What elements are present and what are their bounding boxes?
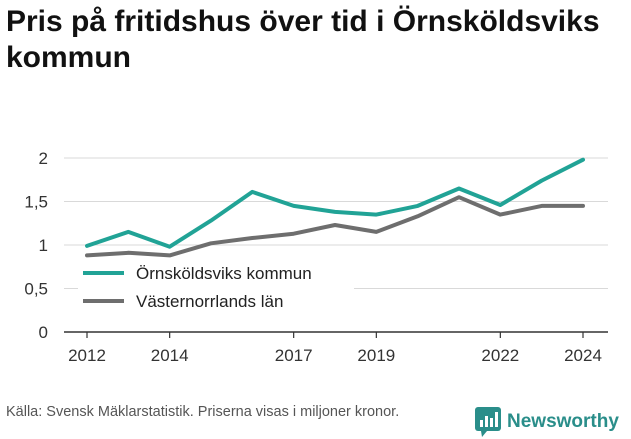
x-tick-label: 2014 <box>151 346 189 365</box>
series-lines <box>85 157 585 258</box>
legend: Örnsköldsviks kommun Västernorrlands län <box>78 259 354 317</box>
brand-name: Newsworthy <box>507 411 619 432</box>
y-tick-label: 0 <box>39 323 48 342</box>
series-line-1 <box>85 157 585 249</box>
legend-label-series-1: Örnsköldsviks kommun <box>136 264 312 283</box>
x-tick-label: 2012 <box>68 346 106 365</box>
newsworthy-logo-icon <box>475 407 501 437</box>
y-tick-label: 1,5 <box>24 193 48 212</box>
y-axis: 0 0,5 1 1,5 2 <box>24 149 48 342</box>
legend-label-series-2: Västernorrlands län <box>136 292 283 311</box>
y-tick-label: 0,5 <box>24 280 48 299</box>
source-note: Källa: Svensk Mäklarstatistik. Priserna … <box>6 404 400 420</box>
legend-background <box>78 259 354 317</box>
newsworthy-logo[interactable]: Newsworthy <box>475 406 619 438</box>
y-tick-label: 2 <box>39 149 48 168</box>
x-axis: 2012 2014 2017 2019 2022 2024 <box>64 331 608 365</box>
y-tick-label: 1 <box>39 236 48 255</box>
x-tick-label: 2017 <box>275 346 313 365</box>
x-tick-label: 2022 <box>481 346 519 365</box>
x-tick-label: 2024 <box>564 346 602 365</box>
series-line-2 <box>85 195 585 258</box>
x-tick-label: 2019 <box>357 346 395 365</box>
chart-title: Pris på fritidshus över tid i Örnsköldsv… <box>6 5 600 74</box>
line-chart: 0 0,5 1 1,5 2 2012 2014 2017 2019 2022 2024 Örnsk… <box>24 149 608 365</box>
